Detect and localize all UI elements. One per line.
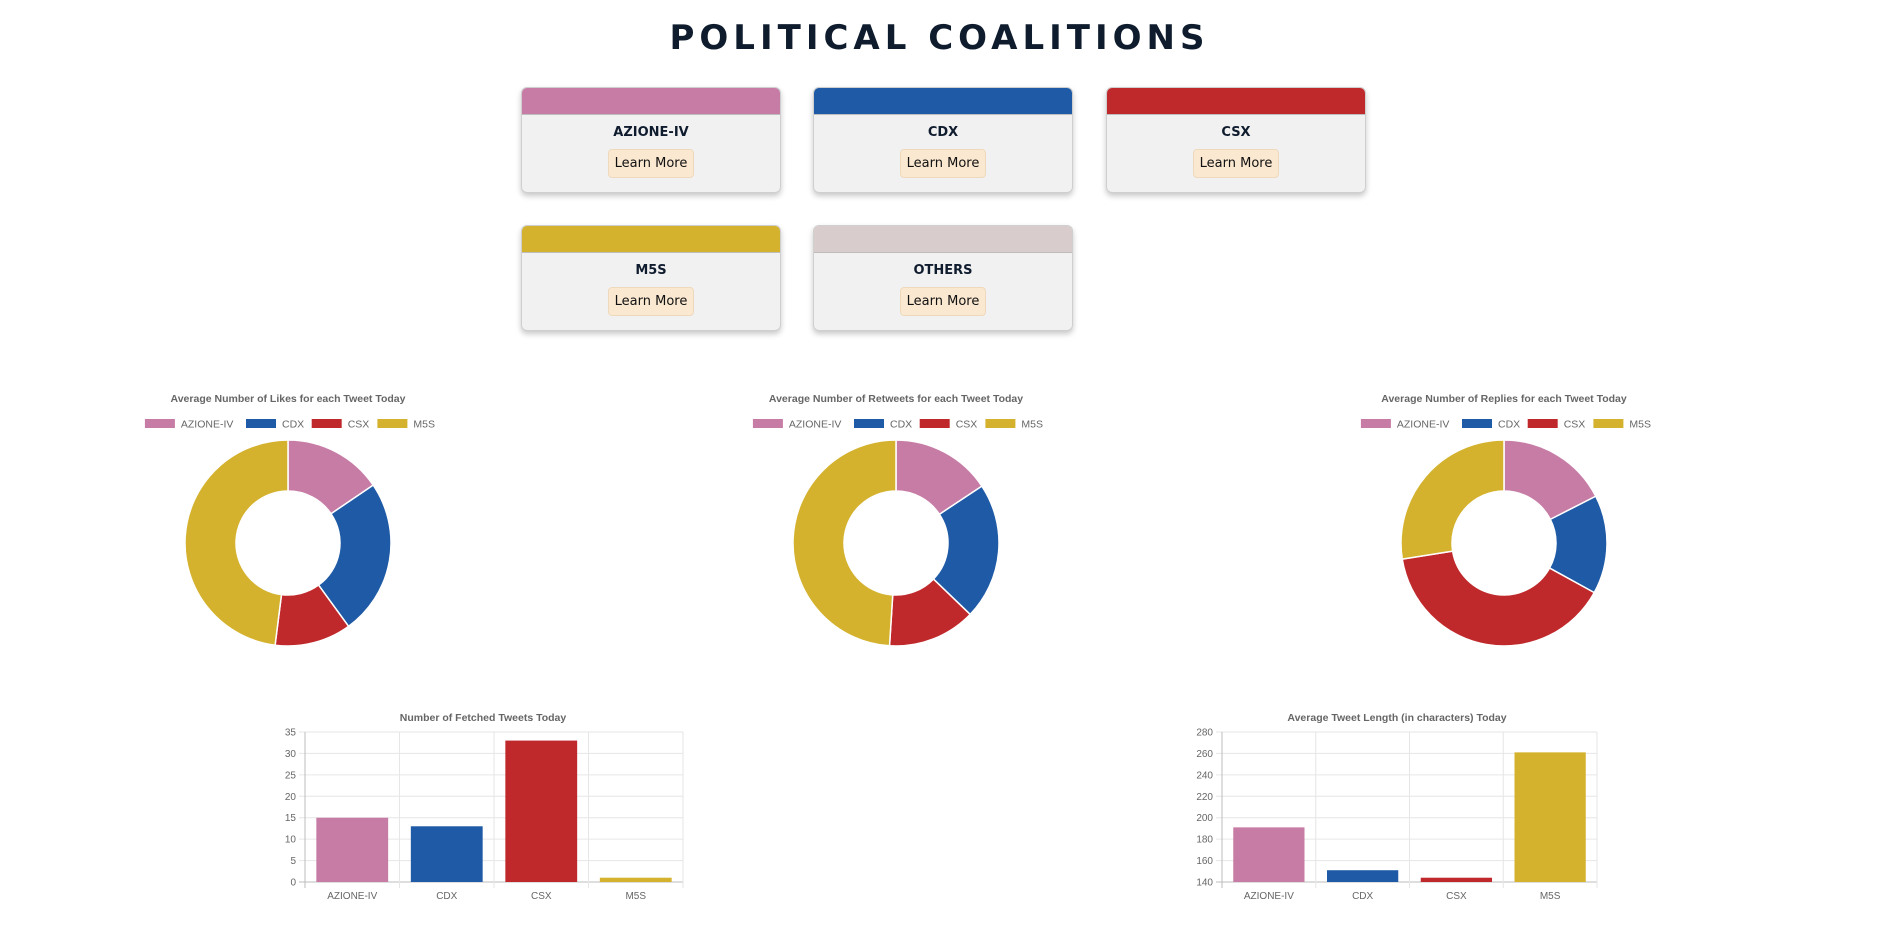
legend-swatch-m5s [377, 419, 408, 428]
legend-label-csx: CSX [956, 419, 978, 431]
legend-label-m5s: M5S [413, 419, 435, 431]
chart-title: Average Number of Retweets for each Twee… [769, 393, 1023, 405]
chart-legend: AZIONE-IV CDX CSX M5S [144, 419, 435, 431]
legend-swatch-azione-iv [144, 419, 175, 428]
y-tick-label: 30 [285, 749, 297, 760]
learn-more-button[interactable]: Learn More [608, 287, 694, 316]
x-tick-label-csx: CSX [531, 891, 552, 902]
x-tick-label-azione-iv: AZIONE-IV [327, 891, 377, 902]
doughnut-slice-cdx [932, 485, 1000, 616]
y-tick-label: 5 [290, 856, 296, 867]
legend-swatch-m5s [1593, 419, 1624, 428]
doughnut-chart-2: Average Number of Retweets for each Twee… [752, 393, 1043, 647]
y-tick-label: 140 [1196, 878, 1213, 889]
learn-more-button[interactable]: Learn More [900, 287, 986, 316]
coalition-card-m5s: M5S Learn More [521, 225, 781, 331]
bar-azione-iv [1233, 827, 1305, 882]
y-tick-label: 15 [285, 813, 297, 824]
bar-chart-2: Average Tweet Length (in characters) Tod… [1196, 712, 1598, 902]
learn-more-button[interactable]: Learn More [608, 149, 694, 178]
x-tick-label-m5s: M5S [1540, 891, 1561, 902]
bar-cdx [410, 826, 483, 882]
chart-title: Average Tweet Length (in characters) Tod… [1287, 712, 1506, 724]
doughnut-slice-m5s [184, 439, 289, 647]
legend-label-m5s: M5S [1629, 419, 1651, 431]
y-tick-label: 280 [1196, 728, 1213, 739]
coalition-card-others: OTHERS Learn More [813, 225, 1073, 331]
legend-label-cdx: CDX [1498, 419, 1520, 431]
chart-title: Average Number of Likes for each Tweet T… [171, 393, 406, 405]
bar-m5s [599, 877, 672, 882]
bar-chart-1: Number of Fetched Tweets Today 0 5 10 15 20 25… [285, 712, 684, 902]
legend-swatch-csx [1527, 419, 1558, 428]
legend-label-cdx: CDX [282, 419, 304, 431]
y-tick-label: 180 [1196, 835, 1213, 846]
doughnut-chart-3: Average Number of Replies for each Tweet… [1360, 393, 1651, 647]
legend-label-m5s: M5S [1021, 419, 1043, 431]
legend-label-cdx: CDX [890, 419, 912, 431]
card-color-bar [1107, 88, 1365, 115]
legend-swatch-csx [919, 419, 950, 428]
y-tick-label: 260 [1196, 749, 1213, 760]
bar-m5s [1514, 752, 1586, 882]
card-color-bar [522, 88, 780, 115]
doughnut-slice-m5s [1400, 439, 1505, 560]
legend-label-azione-iv: AZIONE-IV [1397, 419, 1450, 431]
card-color-bar [814, 226, 1072, 253]
card-color-bar [522, 226, 780, 253]
coalition-card-azione-iv: AZIONE-IV Learn More [521, 87, 781, 193]
legend-swatch-m5s [985, 419, 1016, 428]
y-tick-label: 220 [1196, 792, 1213, 803]
y-tick-label: 0 [290, 878, 296, 889]
doughnut-slice-cdx [317, 484, 392, 628]
card-title: CSX [1221, 125, 1251, 140]
y-tick-label: 20 [285, 792, 297, 803]
y-tick-label: 200 [1196, 813, 1213, 824]
y-tick-label: 160 [1196, 856, 1213, 867]
bar-cdx [1327, 870, 1399, 882]
y-tick-label: 35 [285, 728, 297, 739]
x-tick-label-cdx: CDX [1352, 891, 1373, 902]
card-title: OTHERS [913, 263, 973, 278]
y-tick-label: 240 [1196, 770, 1213, 781]
card-title: M5S [635, 263, 667, 278]
card-color-bar [814, 88, 1072, 115]
legend-label-azione-iv: AZIONE-IV [789, 419, 842, 431]
x-tick-label-csx: CSX [1446, 891, 1467, 902]
y-tick-label: 25 [285, 770, 297, 781]
legend-label-azione-iv: AZIONE-IV [181, 419, 234, 431]
doughnut-slice-m5s [792, 439, 897, 647]
chart-title: Number of Fetched Tweets Today [400, 712, 567, 724]
chart-legend: AZIONE-IV CDX CSX M5S [1360, 419, 1651, 431]
card-title: CDX [927, 125, 959, 140]
legend-swatch-cdx [854, 419, 884, 428]
legend-swatch-cdx [246, 419, 276, 428]
legend-swatch-azione-iv [752, 419, 783, 428]
doughnut-slice-csx [1401, 550, 1596, 647]
doughnut-chart-1: Average Number of Likes for each Tweet T… [144, 393, 435, 647]
learn-more-button[interactable]: Learn More [900, 149, 986, 178]
legend-label-csx: CSX [1564, 419, 1586, 431]
x-tick-label-azione-iv: AZIONE-IV [1244, 891, 1294, 902]
bar-csx [1420, 877, 1492, 882]
legend-swatch-csx [311, 419, 342, 428]
learn-more-button[interactable]: Learn More [1193, 149, 1279, 178]
bar-csx [505, 740, 578, 882]
legend-swatch-cdx [1462, 419, 1492, 428]
chart-title: Average Number of Replies for each Tweet… [1381, 393, 1627, 405]
coalition-card-csx: CSX Learn More [1106, 87, 1366, 193]
card-title: AZIONE-IV [613, 125, 689, 140]
y-tick-label: 10 [285, 835, 297, 846]
x-tick-label-cdx: CDX [436, 891, 457, 902]
legend-swatch-azione-iv [1360, 419, 1391, 428]
bar-azione-iv [316, 817, 389, 882]
page-title: POLITICAL COALITIONS [669, 18, 1210, 58]
coalition-card-cdx: CDX Learn More [813, 87, 1073, 193]
chart-legend: AZIONE-IV CDX CSX M5S [752, 419, 1043, 431]
x-tick-label-m5s: M5S [625, 891, 646, 902]
legend-label-csx: CSX [348, 419, 370, 431]
